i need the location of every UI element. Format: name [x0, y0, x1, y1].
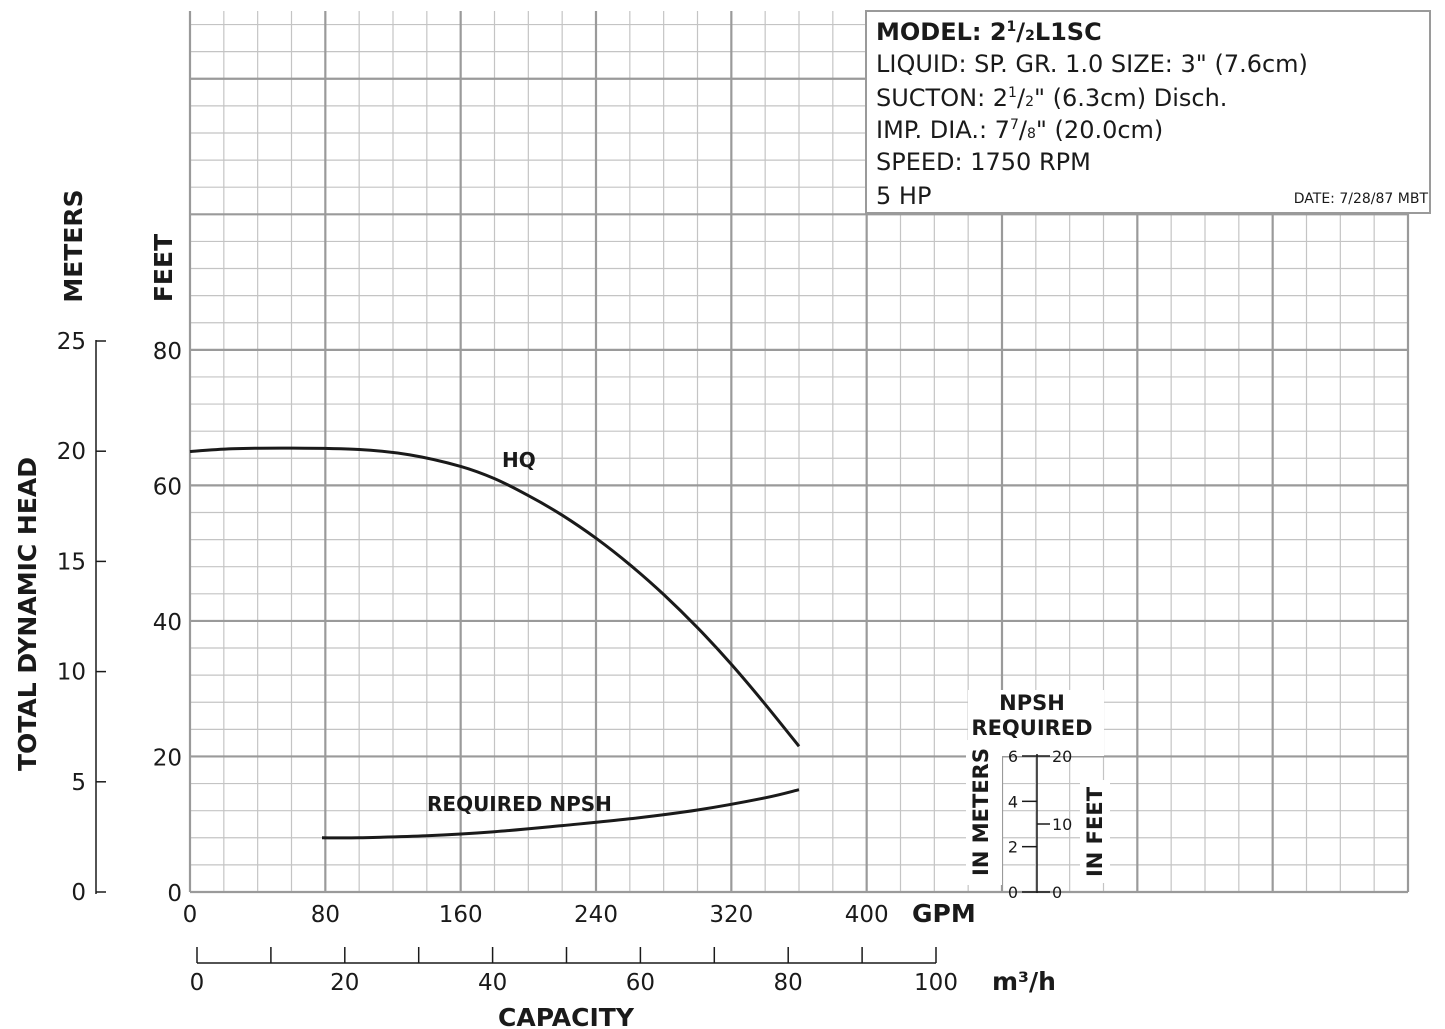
x-m3h-unit-label: m³/h	[992, 967, 1056, 996]
npsh-meters-tick-label: 2	[1008, 838, 1018, 857]
info-impeller: IMP. DIA.: 77/8" (20.0cm)	[876, 116, 1163, 144]
y-meters-tick-label: 10	[57, 660, 86, 686]
x-m3h-tick-label: 60	[626, 970, 655, 996]
info-suction: SUCTON: 21/2" (6.3cm) Disch.	[876, 84, 1227, 112]
y-feet-tick-label: 0	[167, 881, 182, 907]
y-meters-tick-label: 25	[57, 329, 86, 355]
npsh-feet-tick-label: 10	[1052, 815, 1072, 834]
x-gpm-unit-label: GPM	[912, 899, 976, 928]
npsh-scale-left-label: IN METERS	[969, 748, 993, 876]
feet-ticks: 0 20 40 60 80	[153, 339, 182, 907]
info-liquid: LIQUID: SP. GR. 1.0 SIZE: 3" (7.6cm)	[876, 50, 1308, 78]
info-speed: SPEED: 1750 RPM	[876, 148, 1091, 176]
m3h-ticks: 0 20 40 60 80 100	[190, 947, 958, 996]
y-meters-unit-label: METERS	[59, 189, 88, 302]
npsh-scale-right-label: IN FEET	[1083, 786, 1107, 877]
y-meters-tick-label: 15	[57, 549, 86, 575]
npsh-feet-tick-label: 20	[1052, 747, 1072, 766]
y-meters-tick-label: 20	[57, 439, 86, 465]
x-m3h-tick-label: 100	[914, 970, 958, 996]
y-feet-tick-label: 80	[153, 339, 182, 365]
x-gpm-tick-label: 160	[439, 902, 483, 928]
info-hp: 5 HP	[876, 182, 931, 210]
x-gpm-tick-label: 80	[311, 902, 340, 928]
info-box	[865, 10, 1431, 214]
npsh-meters-tick-label: 6	[1008, 747, 1018, 766]
y-axis-title: TOTAL DYNAMIC HEAD	[13, 457, 42, 771]
meters-ticks: 0 5 10 15 20 25	[57, 329, 106, 906]
y-meters-tick-label: 0	[71, 880, 86, 906]
series-group	[189, 446, 801, 840]
npsh-scale-title-1: NPSH	[999, 691, 1065, 715]
npsh-meters-tick-label: 4	[1008, 792, 1018, 811]
info-date: DATE: 7/28/87 MBT	[1294, 191, 1429, 207]
npsh-ticks: 0 2 4 6 0 10 20	[1008, 747, 1073, 902]
npsh-meters-tick-label: 0	[1008, 883, 1018, 902]
x-axis-title: CAPACITY	[498, 1003, 635, 1029]
npsh-left-bg	[966, 740, 1002, 885]
x-m3h-tick-label: 80	[774, 970, 803, 996]
x-m3h-tick-label: 0	[190, 970, 205, 996]
x-gpm-tick-label: 320	[709, 902, 753, 928]
npsh-right-bg	[1080, 780, 1110, 883]
series-line-required-npsh	[321, 788, 800, 840]
x-gpm-tick-label: 0	[183, 902, 198, 928]
gpm-ticks: 0 80 160 240 320 400	[183, 902, 889, 928]
x-m3h-tick-label: 40	[478, 970, 507, 996]
series-label-npsh: REQUIRED NPSH	[427, 792, 612, 816]
y-feet-tick-label: 40	[153, 610, 182, 636]
x-gpm-tick-label: 400	[845, 902, 889, 928]
y-feet-unit-label: FEET	[149, 234, 178, 302]
x-m3h-tick-label: 20	[330, 970, 359, 996]
series-label-hq: HQ	[502, 448, 536, 472]
npsh-scale-title-2: REQUIRED	[971, 716, 1092, 740]
y-feet-tick-label: 60	[153, 474, 182, 500]
x-gpm-tick-label: 240	[574, 902, 618, 928]
info-model: MODEL: 21/2L1SC	[876, 18, 1102, 46]
y-meters-tick-label: 5	[71, 770, 86, 796]
y-feet-tick-label: 20	[153, 745, 182, 771]
series-line-hq	[189, 446, 801, 748]
npsh-feet-tick-label: 0	[1052, 883, 1062, 902]
